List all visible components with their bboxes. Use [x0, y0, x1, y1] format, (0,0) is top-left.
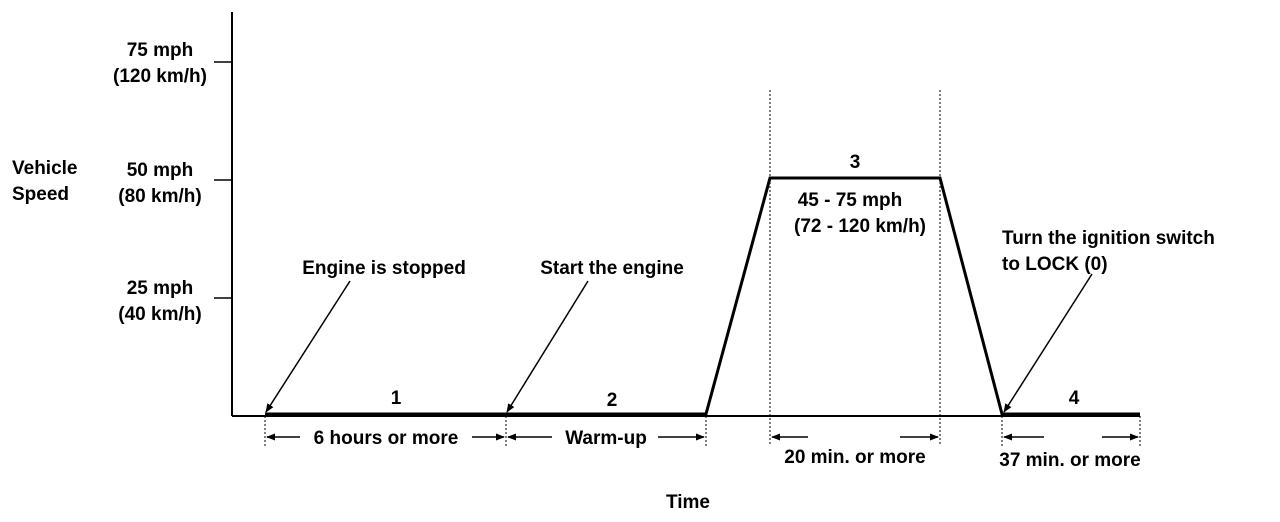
y-axis-title-line2: Speed: [12, 184, 69, 205]
y-tick-label-25-mph: 25 mph: [127, 278, 194, 299]
phase-3-speed-kmh: (72 - 120 km/h): [794, 216, 926, 237]
event-engine-stopped-label: Engine is stopped: [302, 258, 466, 279]
y-tick-label-75-kmh: (120 km/h): [113, 66, 207, 87]
y-tick-label-25-kmh: (40 km/h): [118, 304, 201, 325]
speed-profile-line: [265, 176, 1140, 416]
event-start-engine-arrow: [506, 280, 589, 413]
event-ignition-label-line2: to LOCK (0): [1002, 254, 1108, 275]
phase-3-duration-label: 20 min. or more: [784, 447, 926, 468]
phase-3-speed-mph: 45 - 75 mph: [798, 190, 903, 211]
event-start-engine-label: Start the engine: [540, 258, 684, 279]
event-engine-stopped-arrow: [265, 280, 351, 413]
phase-2-duration-label: Warm-up: [565, 428, 647, 449]
y-tick-label-75-mph: 75 mph: [127, 40, 194, 61]
y-axis-title-line1: Vehicle: [12, 158, 78, 179]
y-tick-label-50-kmh: (80 km/h): [118, 186, 201, 207]
x-axis-title: Time: [666, 492, 710, 513]
phase-4-number: 4: [1069, 388, 1080, 409]
phase-2-number: 2: [607, 390, 618, 411]
y-tick-label-50-mph: 50 mph: [127, 160, 194, 181]
event-ignition-label-line1: Turn the ignition switch: [1002, 228, 1215, 249]
event-ignition-arrow: [1003, 273, 1093, 413]
phase-1-duration-label: 6 hours or more: [314, 428, 459, 449]
phase-3-number: 3: [850, 152, 861, 173]
phase-4-duration-label: 37 min. or more: [999, 450, 1141, 471]
phase-1-number: 1: [391, 388, 402, 409]
